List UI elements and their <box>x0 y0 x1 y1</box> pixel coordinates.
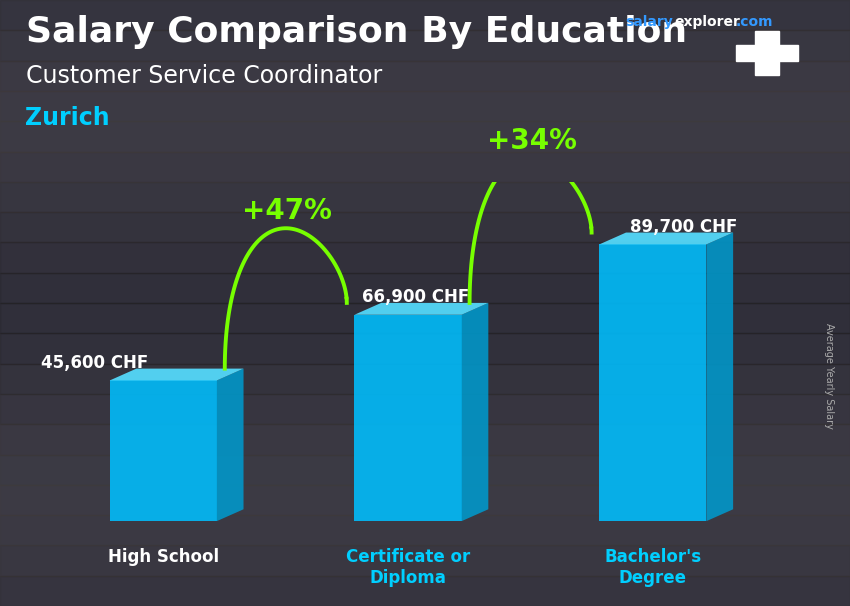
Polygon shape <box>706 233 733 521</box>
Text: Customer Service Coordinator: Customer Service Coordinator <box>26 64 382 88</box>
Text: Average Yearly Salary: Average Yearly Salary <box>824 323 834 428</box>
Text: explorer: explorer <box>674 15 740 29</box>
Bar <box>0 333 850 364</box>
Bar <box>0 273 850 303</box>
Text: +34%: +34% <box>487 127 577 155</box>
Polygon shape <box>217 368 244 521</box>
Text: 66,900 CHF: 66,900 CHF <box>362 288 469 306</box>
Bar <box>0 30 850 61</box>
Bar <box>0 182 850 212</box>
Bar <box>0 212 850 242</box>
Bar <box>0 152 850 182</box>
Bar <box>756 31 779 75</box>
Bar <box>0 242 850 273</box>
Bar <box>0 364 850 394</box>
Polygon shape <box>599 233 733 244</box>
Text: 45,600 CHF: 45,600 CHF <box>41 354 148 372</box>
Polygon shape <box>110 368 244 381</box>
Bar <box>0 61 850 91</box>
Polygon shape <box>110 381 217 521</box>
Bar <box>0 0 850 30</box>
Polygon shape <box>462 303 488 521</box>
Polygon shape <box>354 303 488 315</box>
Bar <box>0 121 850 152</box>
Text: Zurich: Zurich <box>26 106 110 130</box>
Bar <box>0 485 850 515</box>
Bar <box>0 91 850 121</box>
Text: Certificate or
Diploma: Certificate or Diploma <box>346 548 470 587</box>
Bar <box>0 394 850 424</box>
Bar <box>736 45 798 61</box>
Bar <box>0 515 850 545</box>
Text: Bachelor's
Degree: Bachelor's Degree <box>604 548 701 587</box>
Bar <box>0 545 850 576</box>
Bar <box>0 424 850 454</box>
Bar <box>0 454 850 485</box>
Text: Salary Comparison By Education: Salary Comparison By Education <box>26 15 687 49</box>
Text: High School: High School <box>108 548 218 567</box>
Polygon shape <box>354 315 462 521</box>
Text: 89,700 CHF: 89,700 CHF <box>630 218 737 236</box>
Text: .com: .com <box>736 15 774 29</box>
Text: +47%: +47% <box>242 197 332 225</box>
Polygon shape <box>599 244 706 521</box>
Bar <box>0 576 850 606</box>
Bar <box>0 303 850 333</box>
Text: salary: salary <box>625 15 672 29</box>
